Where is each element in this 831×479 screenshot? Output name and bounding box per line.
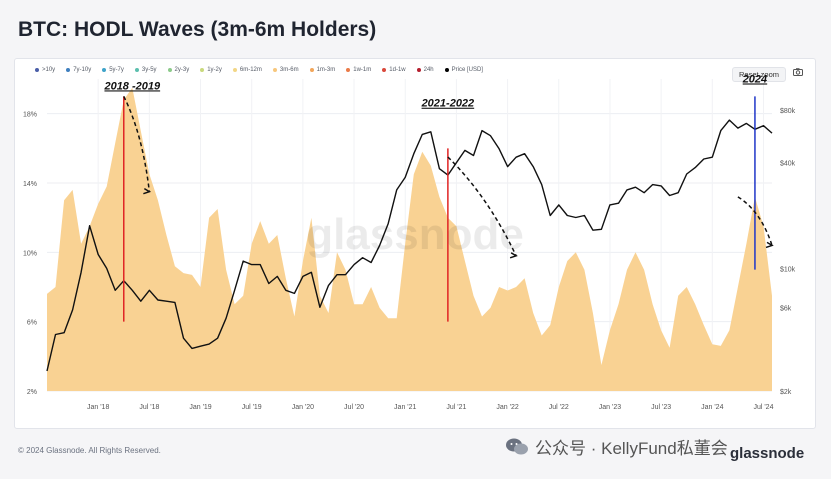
x-tick-label: Jan '20 [292, 404, 314, 411]
watermark: glassnode [306, 210, 524, 259]
arrow-head [765, 241, 774, 249]
chart-panel: >10y 7y-10y 5y-7y 3y-5y 2y-3y 1y-2y 6m-12m 3m-6… [14, 58, 816, 429]
legend-label: >10y [42, 67, 56, 73]
legend-label: 1d-1w [389, 67, 406, 73]
legend-swatch [444, 68, 449, 72]
legend-swatch [134, 68, 139, 72]
legend-label: 1y-2y [207, 67, 222, 73]
y-right-tick-label: $10k [780, 266, 796, 273]
wechat-credit: 公众号 · KellyFund私董会 [505, 434, 728, 459]
legend-swatch [200, 68, 205, 72]
legend-label: 6m-12m [239, 67, 262, 73]
y-right-tick-label: $40k [780, 161, 796, 168]
legend-label: 5y-7y [109, 67, 124, 73]
cycle-annotation: 2021-2022 [421, 98, 475, 110]
x-tick-label: Jan '22 [496, 404, 518, 411]
y-left-tick-label: 6% [27, 320, 37, 327]
legend-item[interactable]: 1y-2y [200, 67, 222, 73]
cycle-annotation: 2024 [742, 73, 767, 85]
x-tick-label: Jul '21 [446, 404, 466, 411]
legend-swatch [309, 68, 314, 72]
legend-swatch [416, 68, 421, 72]
x-tick-label: Jan '24 [701, 404, 723, 411]
legend-label: 7y-10y [73, 67, 92, 73]
brand-logo: glassnode [730, 445, 805, 462]
legend-label: 3m-6m [279, 67, 299, 73]
legend-swatch [66, 68, 71, 72]
legend-swatch [167, 68, 172, 72]
legend-item[interactable]: 3y-5y [134, 67, 157, 73]
legend-swatch [232, 68, 237, 72]
legend-item[interactable]: 2y-3y [167, 67, 190, 73]
chart-svg: 18% 14% 10% 6% 2% $80k $40k $10k $6k $2k Jan '18 Ju… [23, 73, 796, 411]
y-left-tick-label: 18% [23, 112, 37, 119]
legend-swatch [35, 68, 39, 72]
legend: >10y 7y-10y 5y-7y 3y-5y 2y-3y 1y-2y 6m-12m 3m-6… [35, 67, 483, 73]
x-tick-label: Jan '21 [394, 404, 416, 411]
legend-item[interactable]: 7y-10y [66, 67, 91, 73]
x-tick-label: Jul '18 [139, 404, 159, 411]
legend-item[interactable]: >10y [35, 67, 55, 73]
legend-label: 3y-5y [141, 67, 157, 73]
y-left-tick-label: 2% [27, 389, 37, 396]
legend-item[interactable]: 1m-3m [309, 67, 336, 73]
x-tick-label: Jan '18 [87, 404, 109, 411]
y-right-tick-label: $6k [780, 305, 792, 312]
arrow-head [509, 252, 518, 259]
x-tick-label: Jul '20 [344, 404, 364, 411]
y-right-tick-label: $80k [780, 108, 796, 115]
legend-item[interactable]: Price [USD] [444, 67, 483, 73]
wechat-icon [506, 438, 528, 454]
legend-swatch [382, 68, 387, 72]
legend-item[interactable]: 24h [416, 67, 434, 73]
legend-label: 2y-3y [174, 67, 190, 73]
legend-item[interactable]: 1d-1w [382, 67, 406, 73]
cycle-annotation: 2018 -2019 [103, 80, 161, 92]
legend-item[interactable]: 3m-6m [272, 67, 299, 73]
legend-label: 24h [423, 67, 434, 73]
copyright-text: © 2024 Glassnode. All Rights Reserved. [18, 446, 161, 455]
legend-swatch [346, 68, 351, 72]
x-tick-label: Jan '19 [189, 404, 211, 411]
y-left-tick-label: 10% [23, 250, 37, 257]
page-title: BTC: HODL Waves (3m-6m Holders) [18, 18, 377, 41]
legend-swatch [102, 68, 107, 72]
y-right-tick-label: $2k [780, 389, 792, 396]
arrow-head [143, 188, 152, 195]
legend-label: Price [USD] [451, 67, 483, 73]
legend-swatch [272, 68, 277, 72]
trend-arrow [447, 156, 517, 257]
camera-icon[interactable] [793, 68, 803, 78]
trend-arrow [123, 95, 151, 192]
area-3m-6m [47, 87, 772, 391]
x-tick-label: Jul '22 [549, 404, 569, 411]
x-tick-label: Jul '24 [753, 404, 773, 411]
x-tick-label: Jul '23 [651, 404, 671, 411]
y-left-tick-label: 14% [23, 181, 37, 188]
wechat-text: 公众号 · KellyFund私董会 [535, 439, 728, 458]
x-tick-label: Jan '23 [599, 404, 621, 411]
legend-label: 1m-3m [316, 67, 336, 73]
legend-label: 1w-1m [353, 67, 372, 73]
legend-item[interactable]: 1w-1m [346, 67, 371, 73]
legend-item[interactable]: 6m-12m [232, 67, 262, 73]
reset-zoom-button[interactable]: Reset zoom [732, 67, 787, 82]
legend-item[interactable]: 5y-7y [102, 67, 124, 73]
x-tick-label: Jul '19 [242, 404, 262, 411]
price-line [46, 119, 773, 372]
